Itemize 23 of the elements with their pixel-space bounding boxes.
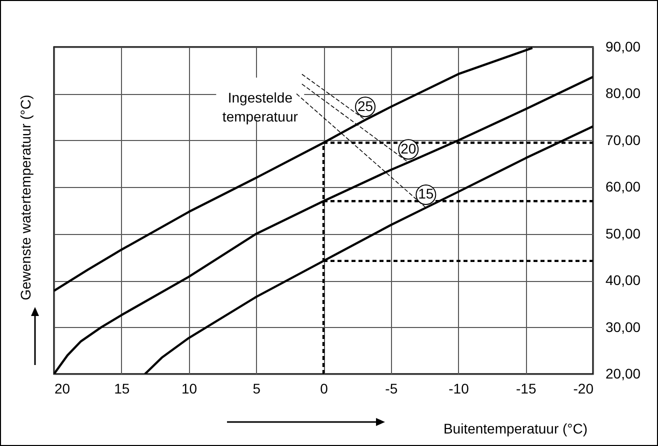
y-tick-label: 20,00 (606, 366, 641, 382)
x-tick-label: -20 (573, 380, 594, 396)
x-tick-label: 5 (252, 380, 261, 396)
x-tick-label: -10 (448, 380, 470, 396)
x-tick-label: -15 (516, 380, 536, 396)
series-label: 20 (400, 140, 416, 156)
y-tick-label: 80,00 (606, 85, 641, 102)
series-label: 15 (418, 186, 434, 202)
x-axis-title: Buitentemperatuur (°C) (443, 420, 588, 436)
x-tick-label: 20 (54, 380, 70, 396)
annotation: Ingestelde temperatuur (222, 90, 298, 125)
y-tick-label: 90,00 (606, 38, 641, 54)
y-tick-label: 40,00 (606, 272, 641, 288)
y-tick-label: 70,00 (606, 132, 641, 148)
x-tick-label: 15 (114, 380, 130, 396)
series-label: 25 (357, 98, 374, 114)
x-tick-label: 0 (320, 380, 328, 396)
y-tick-label: 30,00 (606, 318, 641, 335)
y-axis-title: Gewenste watertemperatuur (°C) (18, 94, 34, 300)
y-tick-label: 50,00 (606, 225, 641, 242)
y-tick-label: 60,00 (606, 178, 641, 195)
x-tick-label: 10 (181, 380, 198, 396)
x-tick-label: -5 (385, 380, 398, 396)
